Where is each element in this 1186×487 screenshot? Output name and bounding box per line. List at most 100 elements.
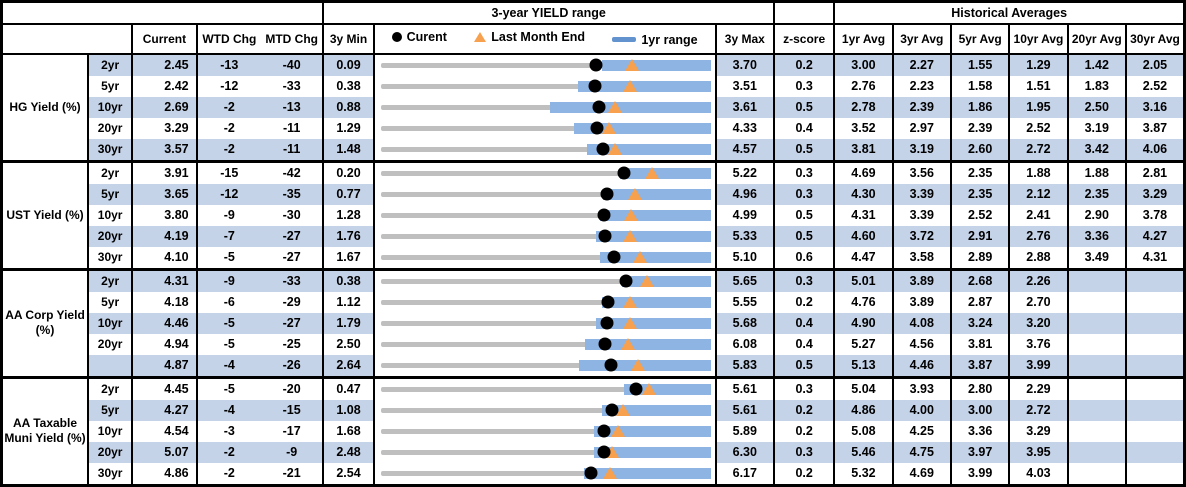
range-chart-cell: [373, 420, 717, 442]
current-dot-icon: [604, 358, 618, 372]
cell-3y-min: 1.28: [323, 204, 375, 226]
cell-avg: 3.99: [1009, 354, 1069, 377]
cell-avg: [1067, 354, 1127, 377]
cell-avg: [1125, 462, 1185, 485]
cell-avg: 2.26: [1009, 267, 1069, 292]
cell-avg: 2.70: [1009, 291, 1069, 313]
current-dot-icon: [588, 79, 602, 93]
cell-wtd-chg: -12: [196, 183, 261, 205]
three-year-range-line: [380, 278, 709, 284]
cell-z-score: 0.4: [773, 333, 836, 355]
cell-mtd-chg: -30: [261, 204, 325, 226]
cell-avg: 1.42: [1067, 53, 1127, 76]
cell-z-score: 0.3: [773, 159, 836, 184]
cell-current: 4.87: [132, 354, 198, 377]
three-year-range-line: [380, 191, 709, 197]
range-chart-cell: [373, 159, 717, 184]
three-year-range-line: [380, 254, 709, 260]
cell-tenor: 30yr: [88, 246, 134, 269]
one-year-range-bar: [574, 122, 711, 134]
cell-mtd-chg: -27: [261, 225, 325, 247]
current-dot-icon: [601, 295, 615, 309]
cell-3y-min: 0.38: [323, 267, 375, 292]
cell-avg: 3.19: [892, 138, 952, 161]
cell-avg: 4.76: [834, 291, 894, 313]
cell-avg: [1125, 267, 1185, 292]
cell-avg: 2.35: [950, 183, 1011, 205]
cell-z-score: 0.2: [773, 53, 836, 76]
cell-mtd-chg: -26: [261, 354, 325, 377]
cell-3y-max: 3.61: [715, 96, 775, 118]
cell-avg: 2.60: [950, 138, 1011, 161]
table-row: 20yr 5.07 -2 -9 2.48 6.30 0.3 5.46 4.75 3.97 3.95: [2, 441, 1185, 463]
current-dot-icon: [592, 100, 606, 114]
cell-mtd-chg: -35: [261, 183, 325, 205]
cell-3y-min: 0.09: [323, 53, 375, 76]
cell-avg: 2.39: [950, 117, 1011, 139]
bullet-chart: [379, 184, 711, 205]
cell-avg: 2.80: [950, 375, 1011, 400]
cell-z-score: 0.3: [773, 183, 836, 205]
cell-current: 4.86: [132, 462, 198, 485]
cell-current: 3.80: [132, 204, 198, 226]
cell-current: 4.94: [132, 333, 198, 355]
cell-avg: 2.39: [892, 96, 952, 118]
one-year-range-bar: [602, 59, 711, 71]
cell-3y-min: 1.12: [323, 291, 375, 313]
cell-avg: 3.93: [892, 375, 952, 400]
three-year-range-line: [380, 125, 709, 131]
current-dot-icon: [391, 32, 402, 43]
cell-avg: 4.46: [892, 354, 952, 377]
cell-avg: 1.58: [950, 75, 1011, 97]
col-header-3y-min: 3y Min: [322, 22, 375, 55]
historical-averages-title: Historical Averages: [833, 0, 1186, 25]
bullet-chart: [379, 463, 711, 484]
table-body: HG Yield (%) 2yr 2.45 -13 -40 0.09 3.70 0.2 3.00…: [1, 53, 1185, 485]
three-year-range-line: [380, 212, 709, 218]
cell-mtd-chg: -25: [261, 333, 325, 355]
cell-current: 4.19: [132, 225, 198, 247]
cell-avg: 3.39: [892, 183, 952, 205]
cell-current: 5.07: [132, 441, 198, 463]
cell-avg: [1067, 462, 1127, 485]
table-row: 10yr 4.54 -3 -17 1.68 5.89 0.2 5.08 4.25 3.36 3.29: [2, 420, 1185, 442]
cell-avg: 4.47: [834, 246, 894, 269]
cell-avg: 4.31: [834, 204, 894, 226]
table-row: HG Yield (%) 2yr 2.45 -13 -40 0.09 3.70 0.2 3.00…: [1, 53, 1185, 161]
cell-current: 4.10: [132, 246, 198, 269]
cell-mtd-chg: -21: [261, 462, 325, 485]
cell-avg: 3.42: [1067, 138, 1127, 161]
cell-current: 3.65: [132, 183, 198, 205]
one-year-range-bar: [602, 404, 711, 416]
cell-current: 4.54: [132, 420, 198, 442]
cell-wtd-chg: -9: [196, 267, 261, 292]
current-dot-icon: [597, 208, 611, 222]
bullet-chart: [379, 76, 711, 97]
cell-avg: 3.19: [1067, 117, 1127, 139]
cell-z-score: 0.2: [773, 291, 836, 313]
cell-current: 4.18: [132, 291, 198, 313]
cell-avg: [1125, 441, 1185, 463]
table-row: 20yr 4.94 -5 -25 2.50 6.08 0.4 5.27 4.56 3.81 3.76: [2, 333, 1185, 355]
table-row: 5yr 4.27 -4 -15 1.08 5.61 0.2 4.86 4.00 3.00 2.72: [2, 399, 1185, 421]
cell-avg: 5.01: [834, 267, 894, 292]
cell-avg: 4.27: [1125, 225, 1185, 247]
bullet-chart: [379, 292, 711, 313]
cell-avg: [1125, 399, 1185, 421]
cell-wtd-chg: -2: [196, 96, 261, 118]
cell-mtd-chg: -13: [261, 96, 325, 118]
current-dot-icon: [600, 316, 613, 330]
bullet-chart: [379, 313, 711, 334]
cell-avg: 2.90: [1067, 204, 1127, 226]
cell-avg: 1.86: [950, 96, 1011, 118]
cell-tenor: 5yr: [88, 183, 134, 205]
table-row: 10yr 3.80 -9 -30 1.28 4.99 0.5 4.31 3.39 2.52 2.41…: [2, 204, 1185, 226]
cell-avg: 3.58: [892, 246, 952, 269]
table-row: 30yr 4.10 -5 -27 1.67 5.10 0.6 4.47 3.58 2.89 2.88…: [2, 246, 1185, 269]
cell-3y-max: 4.33: [715, 117, 775, 139]
range-chart-cell: [373, 75, 717, 97]
current-dot-icon: [584, 466, 598, 480]
bullet-chart: [379, 205, 711, 226]
table-row: 4.87 -4 -26 2.64 5.83 0.5 5.13 4.46 3.87 3.99: [2, 354, 1185, 377]
bullet-chart: [379, 421, 711, 442]
